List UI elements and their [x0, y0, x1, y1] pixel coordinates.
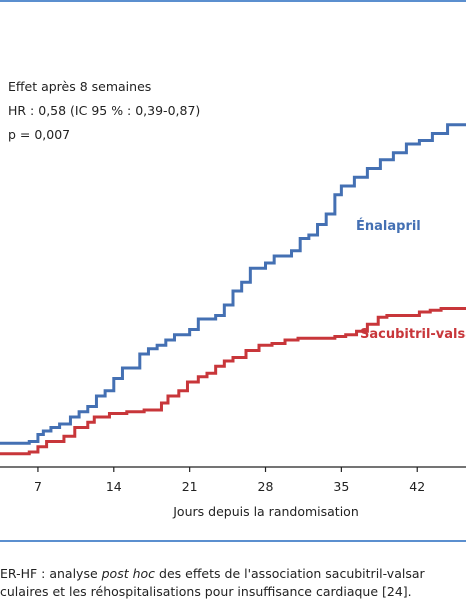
- top-frame-line: [0, 0, 466, 2]
- x-tick-label: 35: [333, 479, 349, 494]
- annotation-p-value: p = 0,007: [8, 127, 71, 142]
- caption-line-1: ER-HF : analyse post hoc des effets de l…: [0, 566, 425, 581]
- series-layer: [0, 123, 466, 456]
- caption-line-2: culaires et les réhospitalisations pour …: [0, 584, 412, 599]
- tick-layer: 7 14 21 28 35 42: [34, 467, 425, 494]
- x-tick-label: 21: [182, 479, 198, 494]
- series-label-enalapril: Énalapril: [356, 218, 421, 234]
- series-line-enalapril: [0, 123, 466, 445]
- x-tick-label: 28: [258, 479, 274, 494]
- annotation-title: Effet après 8 semaines: [8, 79, 152, 94]
- caption-prefix: ER-HF : analyse: [0, 566, 102, 581]
- chart-svg: 7 14 21 28 35 42 Jours depuis la randomisatio…: [0, 123, 466, 519]
- x-tick-label: 7: [34, 479, 42, 494]
- x-tick-label: 42: [409, 479, 425, 494]
- series-label-sacubitril: Sacubitril-valsa: [360, 327, 466, 342]
- caption-suffix: des effets de l'association sacubitril-v…: [155, 566, 425, 581]
- x-axis-label: Jours depuis la randomisation: [172, 504, 359, 519]
- annotation-hr: HR : 0,58 (IC 95 % : 0,39-0,87): [8, 103, 201, 118]
- series-line-sacubitril: [0, 307, 466, 456]
- caption-italic: post hoc: [101, 566, 156, 581]
- bottom-frame-line: [0, 540, 466, 542]
- x-tick-label: 14: [106, 479, 122, 494]
